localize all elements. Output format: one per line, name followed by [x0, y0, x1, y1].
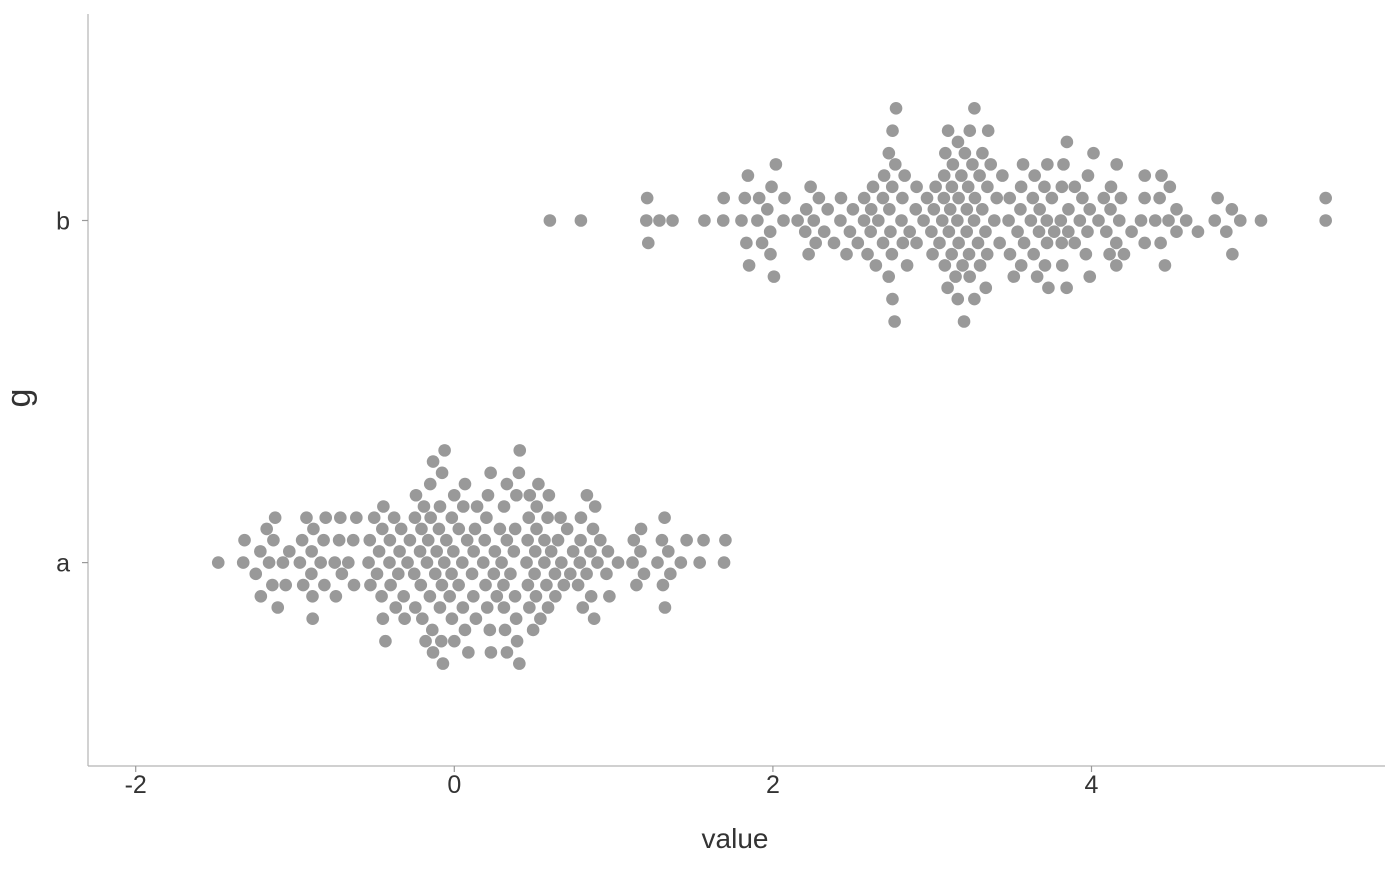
svg-text:a: a: [56, 550, 70, 578]
svg-text:-2: -2: [125, 771, 147, 799]
svg-text:0: 0: [447, 771, 461, 799]
svg-text:g: g: [0, 389, 38, 408]
svg-text:value: value: [702, 823, 769, 854]
svg-text:4: 4: [1085, 771, 1099, 799]
svg-text:2: 2: [766, 771, 780, 799]
svg-text:b: b: [56, 208, 70, 236]
